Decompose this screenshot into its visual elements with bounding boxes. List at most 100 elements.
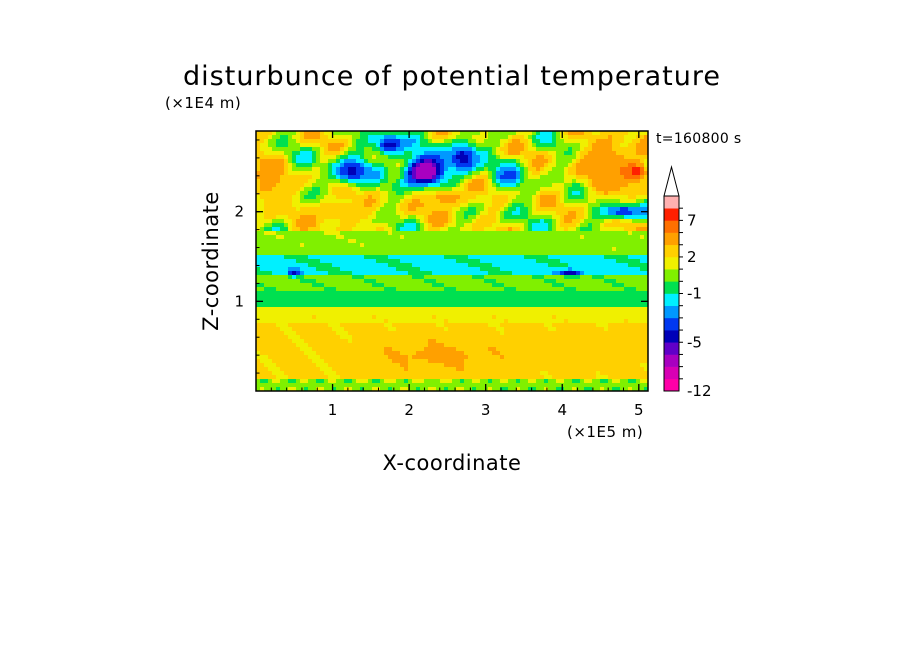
contour-cell — [432, 179, 437, 184]
contour-cell — [340, 215, 345, 220]
contour-cell — [608, 299, 613, 304]
contour-cell — [544, 179, 549, 184]
contour-cell — [472, 287, 477, 292]
contour-cell — [328, 207, 333, 212]
contour-cell — [372, 163, 377, 168]
contour-cell — [456, 287, 461, 292]
contour-cell — [292, 307, 297, 312]
contour-cell — [536, 195, 541, 200]
contour-cell — [380, 199, 385, 204]
contour-cell — [644, 295, 648, 300]
contour-cell — [456, 267, 461, 272]
contour-cell — [472, 155, 477, 160]
contour-cell — [316, 159, 321, 164]
contour-cell — [492, 327, 497, 332]
contour-cell — [460, 327, 465, 332]
contour-cell — [312, 175, 317, 180]
contour-cell — [324, 255, 329, 260]
contour-cell — [640, 315, 645, 320]
contour-cell — [432, 167, 437, 172]
contour-cell — [636, 323, 641, 328]
contour-cell — [408, 255, 413, 260]
contour-cell — [568, 287, 573, 292]
contour-cell — [476, 263, 481, 268]
contour-cell — [484, 311, 489, 316]
contour-cell — [280, 131, 285, 136]
contour-cell — [552, 303, 557, 308]
contour-cell — [320, 323, 325, 328]
contour-cell — [372, 147, 377, 152]
contour-cell — [312, 267, 317, 272]
contour-cell — [468, 195, 473, 200]
contour-cell — [576, 259, 581, 264]
contour-cell — [284, 167, 289, 172]
contour-cell — [472, 171, 477, 176]
contour-cell — [264, 267, 269, 272]
contour-cell — [468, 143, 473, 148]
contour-cell — [536, 203, 541, 208]
contour-cell — [524, 227, 529, 232]
contour-cell — [408, 223, 413, 228]
contour-cell — [320, 179, 325, 184]
contour-cell — [504, 171, 509, 176]
contour-cell — [520, 167, 525, 172]
contour-cell — [524, 199, 529, 204]
contour-cell — [388, 323, 393, 328]
contour-cell — [416, 271, 421, 276]
contour-cell — [332, 131, 337, 136]
contour-cell — [396, 163, 401, 168]
contour-cell — [468, 191, 473, 196]
contour-cell — [628, 275, 633, 280]
contour-cell — [568, 243, 573, 248]
contour-cell — [596, 167, 601, 172]
contour-cell — [464, 155, 469, 160]
contour-cell — [452, 323, 457, 328]
contour-cell — [520, 255, 525, 260]
contour-cell — [552, 231, 557, 236]
contour-cell — [260, 323, 265, 328]
contour-cell — [528, 187, 533, 192]
contour-cell — [448, 263, 453, 268]
contour-cell — [580, 255, 585, 260]
contour-cell — [636, 195, 641, 200]
contour-cell — [476, 203, 481, 208]
contour-cell — [304, 163, 309, 168]
contour-cell — [544, 303, 549, 308]
contour-cell — [304, 143, 309, 148]
contour-cell — [320, 211, 325, 216]
contour-cell — [368, 303, 373, 308]
contour-cell — [464, 299, 469, 304]
contour-cell — [304, 151, 309, 156]
contour-cell — [268, 171, 273, 176]
contour-cell — [348, 139, 353, 144]
contour-cell — [636, 267, 641, 272]
contour-cell — [260, 151, 265, 156]
contour-cell — [372, 155, 377, 160]
contour-cell — [428, 287, 433, 292]
contour-cell — [412, 247, 417, 252]
contour-cell — [392, 243, 397, 248]
contour-cell — [304, 239, 309, 244]
contour-cell — [304, 291, 309, 296]
contour-cell — [504, 223, 509, 228]
contour-cell — [580, 175, 585, 180]
contour-cell — [588, 247, 593, 252]
contour-cell — [436, 263, 441, 268]
contour-cell — [280, 259, 285, 264]
contour-cell — [400, 227, 405, 232]
contour-cell — [572, 163, 577, 168]
contour-cell — [500, 311, 505, 316]
contour-cell — [272, 191, 277, 196]
contour-cell — [348, 195, 353, 200]
contour-cell — [564, 187, 569, 192]
contour-cell — [604, 203, 609, 208]
contour-cell — [300, 259, 305, 264]
contour-cell — [644, 247, 648, 252]
contour-cell — [472, 215, 477, 220]
contour-cell — [576, 167, 581, 172]
contour-cell — [416, 259, 421, 264]
contour-cell — [404, 227, 409, 232]
contour-cell — [416, 139, 421, 144]
contour-cell — [608, 295, 613, 300]
contour-cell — [636, 183, 641, 188]
